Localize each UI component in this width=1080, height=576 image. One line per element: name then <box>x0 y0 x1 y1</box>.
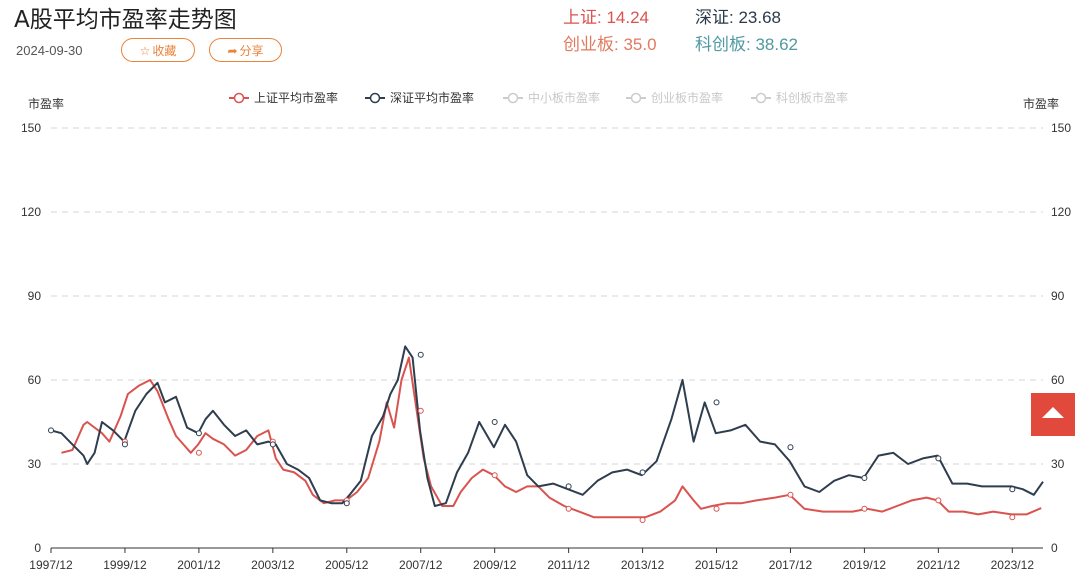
legend-marker-icon <box>369 92 381 104</box>
x-tick-label: 2013/12 <box>621 558 665 572</box>
legend-item-label[interactable]: 中小板市盈率 <box>528 90 600 105</box>
stat-chinext-pe: 创业板: 35.0 <box>563 35 657 54</box>
y-tick-label-right: 30 <box>1051 457 1065 471</box>
x-tick-label: 2019/12 <box>843 558 887 572</box>
y-tick-label-left: 120 <box>21 205 41 219</box>
x-tick-label: 2017/12 <box>769 558 813 572</box>
legend-item-label[interactable]: 上证平均市盈率 <box>254 90 338 105</box>
y-tick-label-left: 90 <box>28 289 42 303</box>
stat-star-market-pe: 科创板: 38.62 <box>695 35 798 54</box>
x-tick-label: 2015/12 <box>695 558 739 572</box>
series-line-shenzhen <box>50 345 1044 507</box>
legend-item-label[interactable]: 科创板市盈率 <box>776 90 848 105</box>
y-tick-label-right: 90 <box>1051 289 1065 303</box>
data-point-marker <box>935 497 942 504</box>
legend-marker-icon <box>233 92 245 104</box>
x-tick-label: 2023/12 <box>991 558 1035 572</box>
y-axis-label-right: 市盈率 <box>1023 96 1059 111</box>
x-tick-label: 2009/12 <box>473 558 517 572</box>
data-point-marker <box>417 351 424 358</box>
series-line-shanghai <box>61 356 1042 519</box>
star-icon: ☆ <box>139 44 151 58</box>
x-tick-label: 1999/12 <box>103 558 147 572</box>
legend-item-label[interactable]: 深证平均市盈率 <box>390 90 474 105</box>
y-tick-label-right: 150 <box>1051 121 1071 135</box>
data-point-marker <box>121 441 128 448</box>
data-point-marker <box>787 444 794 451</box>
share-label: 分享 <box>239 44 264 58</box>
stat-shanghai-pe: 上证: 14.24 <box>563 8 649 27</box>
data-point-marker <box>343 500 350 507</box>
share-button[interactable]: ➦ 分享 <box>209 38 282 62</box>
data-point-marker <box>491 472 498 479</box>
data-point-marker <box>787 491 794 498</box>
legend-marker-icon <box>507 92 519 104</box>
data-point-marker <box>195 449 202 456</box>
legend-item-label[interactable]: 创业板市盈率 <box>651 90 723 105</box>
data-point-marker <box>565 505 572 512</box>
x-tick-label: 2007/12 <box>399 558 443 572</box>
data-point-marker <box>417 407 424 414</box>
y-tick-label-right: 0 <box>1051 541 1058 555</box>
page-title: A股平均市盈率走势图 <box>14 7 237 33</box>
x-tick-label: 2005/12 <box>325 558 369 572</box>
y-tick-label-left: 30 <box>28 457 42 471</box>
legend-marker-icon <box>630 92 642 104</box>
data-point-marker <box>935 455 942 462</box>
data-point-marker <box>1009 486 1016 493</box>
favorite-button[interactable]: ☆ 收藏 <box>121 38 195 62</box>
data-point-marker <box>639 469 646 476</box>
share-arrow-icon: ➦ <box>227 44 238 58</box>
y-tick-label-left: 60 <box>28 373 42 387</box>
data-point-marker <box>639 517 646 523</box>
data-point-marker <box>713 399 720 406</box>
data-point-marker <box>713 505 720 512</box>
data-point-marker <box>48 427 54 434</box>
data-point-marker <box>861 505 868 512</box>
favorite-label: 收藏 <box>152 44 177 58</box>
x-tick-label: 2003/12 <box>251 558 295 572</box>
data-date: 2024-09-30 <box>16 43 83 58</box>
y-tick-label-left: 150 <box>21 121 41 135</box>
stat-shenzhen-pe: 深证: 23.68 <box>695 8 781 27</box>
legend-marker-icon <box>755 92 767 104</box>
x-tick-label: 2011/12 <box>547 558 590 572</box>
data-point-marker <box>491 419 498 425</box>
data-point-marker <box>861 475 868 481</box>
x-tick-label: 1997/12 <box>29 558 73 572</box>
x-tick-label: 2021/12 <box>917 558 961 572</box>
data-point-marker <box>565 483 572 490</box>
y-tick-label-right: 60 <box>1051 373 1065 387</box>
scroll-to-top-button[interactable] <box>1031 393 1075 436</box>
y-tick-label-right: 120 <box>1051 205 1071 219</box>
data-point-marker <box>1009 514 1016 521</box>
x-tick-label: 2001/12 <box>177 558 221 572</box>
data-point-marker <box>195 430 202 437</box>
y-tick-label-left: 0 <box>34 541 41 555</box>
y-axis-label-left: 市盈率 <box>28 96 64 111</box>
triangle-up-icon <box>1042 407 1064 418</box>
data-point-marker <box>269 441 276 448</box>
